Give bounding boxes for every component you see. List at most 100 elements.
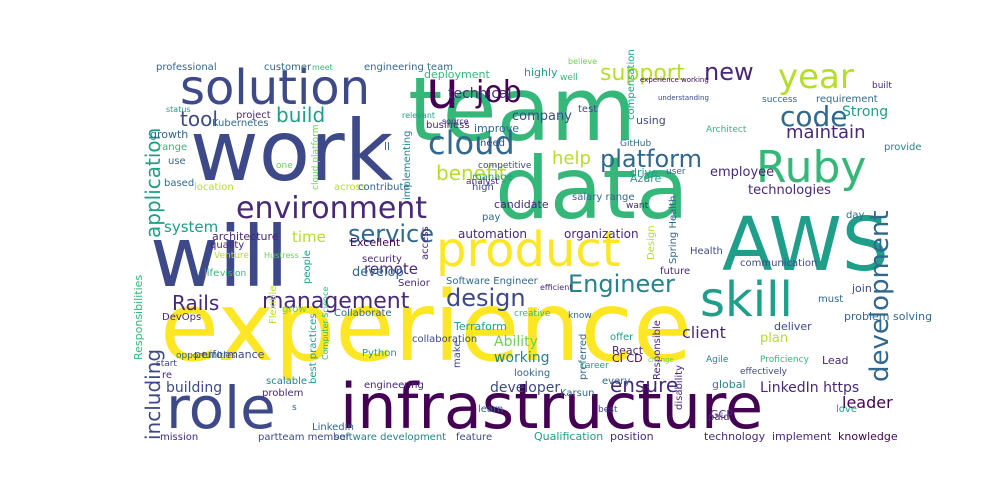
word-ruby: Ruby	[756, 142, 866, 193]
word-performance: performance	[194, 348, 265, 361]
word-change: change	[648, 356, 674, 364]
word-terraform: Terraform	[453, 320, 507, 333]
word-grow: grow	[282, 304, 307, 315]
word-position: position	[610, 430, 654, 443]
word-paid: paid	[708, 412, 730, 423]
word-linkedin-https: LinkedIn https	[760, 380, 859, 396]
word-every: every	[602, 376, 630, 387]
word-skill: skill	[700, 272, 793, 328]
word-employee: employee	[710, 165, 774, 180]
word-engineering: engineering	[364, 380, 424, 391]
word-data: data	[495, 139, 689, 239]
word-design: Design	[646, 225, 657, 260]
word-development: development	[865, 210, 895, 382]
word-best-practices: best practices	[308, 314, 319, 384]
word-architecture: architecture	[212, 230, 279, 243]
word-make: make	[452, 341, 463, 368]
word-communication: communication	[740, 258, 817, 269]
word-compensation: compensation	[626, 49, 637, 120]
word-engineering-team: engineering team	[364, 62, 453, 73]
word-scalable: scalable	[266, 376, 307, 387]
word-preferred: preferred	[578, 334, 589, 380]
word-feature: feature	[456, 432, 492, 443]
word-support: support	[600, 61, 685, 86]
word-love: love	[836, 404, 857, 415]
word-based: based	[164, 178, 194, 189]
word-python: Python	[362, 348, 397, 359]
word-react: React	[612, 344, 644, 357]
word-hustress: Hustress	[264, 251, 299, 260]
word-pay: pay	[482, 212, 500, 223]
word-disability: disability	[674, 365, 685, 410]
word-building: building	[166, 380, 222, 396]
word-team: team	[408, 58, 636, 161]
word-status: status	[166, 105, 191, 114]
word-aws: AWS	[722, 202, 889, 288]
word-candidate: candidate	[494, 198, 549, 211]
word-quality: quality	[210, 240, 244, 251]
word-architect: Architect	[706, 125, 747, 135]
word-karsun: Karsun	[560, 388, 595, 399]
word-drive: drive	[630, 166, 658, 179]
word-platform: platform	[600, 145, 702, 173]
word-need: need	[480, 138, 505, 149]
word-ability: Ability	[494, 334, 538, 350]
word-senior: Senior	[398, 278, 431, 289]
word-salary-range: salary range	[572, 192, 635, 203]
word-problem: problem	[262, 388, 303, 399]
word-problem-solving: problem solving	[844, 310, 932, 323]
word-project: project	[236, 110, 271, 121]
word-organization: organization	[564, 227, 639, 241]
word-understanding: understanding	[658, 94, 709, 102]
word-high: high	[472, 182, 494, 193]
word-offer: offer	[610, 332, 634, 343]
word-built: built	[872, 81, 892, 91]
word-remote: remote	[364, 260, 418, 278]
word-business: business	[426, 120, 470, 131]
word-benefit: benefit	[436, 161, 507, 185]
word-highly: highly	[524, 66, 558, 79]
word-responsible: Responsible	[652, 320, 663, 380]
word-vision: vision	[220, 269, 246, 279]
word-implementing: implementing	[402, 131, 413, 200]
word-automation: automation	[458, 227, 527, 241]
word-best: best	[598, 405, 618, 415]
word-leader: leader	[842, 393, 893, 412]
word-application: application	[141, 128, 165, 238]
word-know: know	[568, 311, 592, 321]
word-well: well	[560, 73, 578, 83]
word-environment: environment	[236, 191, 427, 226]
word-client: client	[682, 323, 726, 342]
word-growth: growth	[150, 128, 188, 141]
word-technical: technical	[448, 86, 512, 102]
word-venture: Venture	[214, 251, 249, 261]
word-rails: Rails	[172, 291, 219, 315]
word-future: future	[660, 266, 690, 277]
word-using: using	[636, 114, 666, 127]
word-linkedin: LinkedIn	[312, 422, 354, 433]
word-developer: developer	[490, 380, 560, 396]
word-believe: believe	[568, 57, 597, 66]
word-manage: manage	[472, 172, 513, 183]
word-gcp: GCP	[710, 408, 733, 421]
word-life: life	[204, 268, 219, 279]
word-relevant: relevant	[402, 111, 435, 120]
word-requirement: requirement	[816, 94, 878, 105]
word-proficiency: Proficiency	[760, 355, 810, 365]
word-efficient: efficient	[540, 283, 572, 292]
word-global: global	[712, 378, 746, 391]
word-engineer: Engineer	[568, 270, 675, 298]
word-github: GitHub	[620, 139, 651, 149]
word-cloud-platform: cloud platform	[311, 125, 321, 190]
word-ci-cd: CI CD	[612, 352, 643, 365]
word-lead: Lead	[822, 354, 848, 367]
word-company: company	[512, 109, 572, 124]
word-professional: professional	[156, 62, 217, 73]
word-experience: experience	[160, 271, 692, 383]
word-people: people	[302, 250, 313, 284]
word-learn: learn	[478, 404, 503, 415]
word-career: career	[580, 361, 609, 371]
word-opportunities: opportunities	[176, 351, 236, 361]
word-contribute: contribute	[358, 182, 410, 193]
